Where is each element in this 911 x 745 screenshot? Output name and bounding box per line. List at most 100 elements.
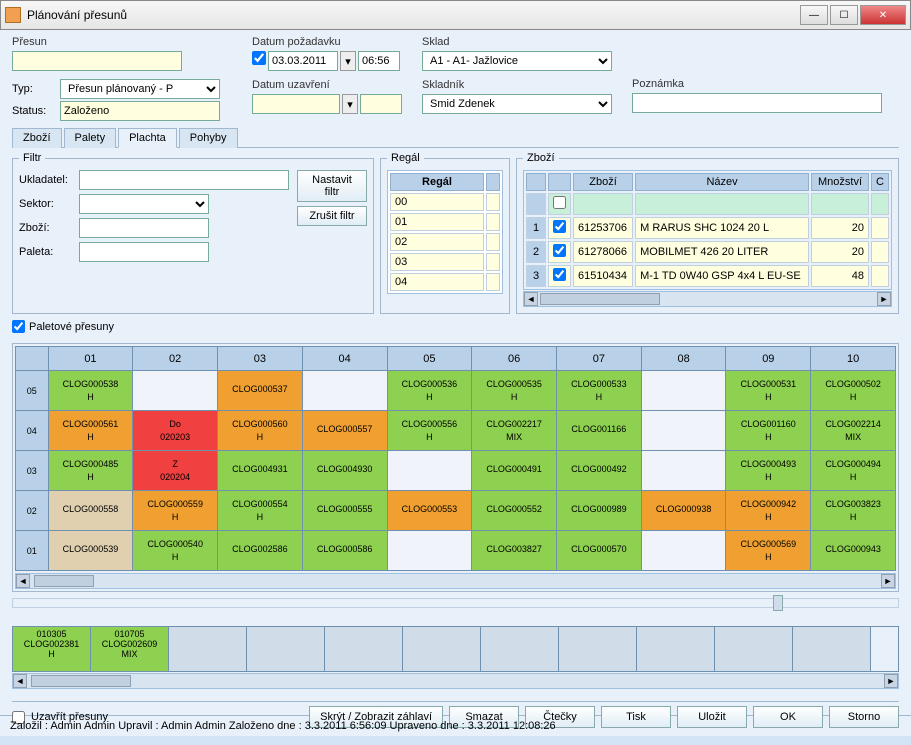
tab-zbozi[interactable]: Zboží	[12, 128, 62, 148]
storno-button[interactable]: Storno	[829, 706, 899, 728]
zbozi-row[interactable]: 161253706M RARUS SHC 1024 20 L20	[526, 217, 889, 239]
zbozi-hscroll[interactable]: ◄ ►	[523, 291, 892, 307]
grid-cell[interactable]: CLOG000557	[302, 411, 387, 451]
grid-cell[interactable]: CLOG000492	[556, 451, 641, 491]
tab-plachta[interactable]: Plachta	[118, 128, 177, 148]
grid-cell[interactable]: CLOG000561H	[48, 411, 133, 451]
grid-cell[interactable]	[133, 371, 218, 411]
grid-cell[interactable]: CLOG002217MIX	[472, 411, 557, 451]
scroll-thumb[interactable]	[34, 575, 94, 587]
regal-row[interactable]: 00	[390, 193, 484, 211]
grid-cell[interactable]	[387, 451, 472, 491]
strip-hscroll[interactable]: ◄ ►	[12, 673, 899, 689]
zbozi-col-zbozi[interactable]: Zboží	[573, 173, 633, 191]
slider-thumb[interactable]	[773, 595, 783, 611]
tab-palety[interactable]: Palety	[64, 128, 117, 148]
scroll-left-icon[interactable]: ◄	[13, 674, 27, 688]
zbozi-row[interactable]: 361510434M-1 TD 0W40 GSP 4x4 L EU-SE48	[526, 265, 889, 287]
grid-cell[interactable]: CLOG000559H	[133, 491, 218, 531]
grid-cell[interactable]: CLOG000540H	[133, 531, 218, 571]
strip-cell[interactable]: 010705CLOG002609MIX	[91, 627, 169, 671]
close-button[interactable]: ✕	[860, 5, 906, 25]
grid-cell[interactable]: CLOG000531H	[726, 371, 811, 411]
regal-row[interactable]: 03	[390, 253, 484, 271]
scroll-thumb[interactable]	[31, 675, 131, 687]
grid-cell[interactable]: CLOG000586	[302, 531, 387, 571]
grid-cell[interactable]	[387, 531, 472, 571]
datum-pozadavku-time[interactable]	[358, 51, 400, 71]
grid-cell[interactable]	[641, 371, 726, 411]
poznamka-input[interactable]	[632, 93, 882, 113]
grid-cell[interactable]: CLOG000535H	[472, 371, 557, 411]
ulozit-button[interactable]: Uložit	[677, 706, 747, 728]
scroll-thumb[interactable]	[540, 293, 660, 305]
zoom-slider[interactable]	[12, 598, 899, 608]
grid-cell[interactable]: CLOG000538H	[48, 371, 133, 411]
scroll-right-icon[interactable]: ►	[881, 574, 895, 588]
grid-cell[interactable]: CLOG000989	[556, 491, 641, 531]
ukladatel-input[interactable]	[79, 170, 289, 190]
maximize-button[interactable]: ☐	[830, 5, 858, 25]
grid-cell[interactable]: CLOG000493H	[726, 451, 811, 491]
grid-cell[interactable]: CLOG000552	[472, 491, 557, 531]
scroll-right-icon[interactable]: ►	[884, 674, 898, 688]
grid-cell[interactable]: CLOG001166	[556, 411, 641, 451]
grid-cell[interactable]: CLOG000570	[556, 531, 641, 571]
grid-cell[interactable]: CLOG000533H	[556, 371, 641, 411]
grid-cell[interactable]	[302, 371, 387, 411]
datum-pozadavku-check[interactable]	[252, 51, 266, 65]
zbozi-col-c[interactable]: C	[871, 173, 889, 191]
grid-cell[interactable]: CLOG000502H	[811, 371, 896, 411]
scroll-left-icon[interactable]: ◄	[524, 292, 538, 306]
grid-cell[interactable]: CLOG000536H	[387, 371, 472, 411]
grid-cell[interactable]: CLOG000943	[811, 531, 896, 571]
sektor-select[interactable]	[79, 194, 209, 214]
grid-cell[interactable]: CLOG000554H	[218, 491, 303, 531]
grid-cell[interactable]: CLOG003823H	[811, 491, 896, 531]
grid-cell[interactable]: CLOG001160H	[726, 411, 811, 451]
grid-cell[interactable]: CLOG000556H	[387, 411, 472, 451]
zbozi-col-nazev[interactable]: Název	[635, 173, 809, 191]
grid-cell[interactable]: CLOG000491	[472, 451, 557, 491]
grid-cell[interactable]: CLOG002586	[218, 531, 303, 571]
zbozi-col-mnozstvi[interactable]: Množství	[811, 173, 869, 191]
grid-cell[interactable]: Do020203	[133, 411, 218, 451]
grid-cell[interactable]	[641, 411, 726, 451]
datum-uzavreni-time[interactable]	[360, 94, 402, 114]
datum-pozadavku-date[interactable]	[268, 51, 338, 71]
paleta-input[interactable]	[79, 242, 209, 262]
grid-cell[interactable]: CLOG000494H	[811, 451, 896, 491]
tab-pohyby[interactable]: Pohyby	[179, 128, 238, 148]
sklad-select[interactable]: A1 - A1- Jažlovice	[422, 51, 612, 71]
grid-cell[interactable]: CLOG004931	[218, 451, 303, 491]
presun-input[interactable]	[12, 51, 182, 71]
grid-cell[interactable]: CLOG000558	[48, 491, 133, 531]
typ-select[interactable]: Přesun plánovaný - P	[60, 79, 220, 99]
tisk-button[interactable]: Tisk	[601, 706, 671, 728]
grid-cell[interactable]: CLOG003827	[472, 531, 557, 571]
minimize-button[interactable]: —	[800, 5, 828, 25]
grid-cell[interactable]: CLOG000485H	[48, 451, 133, 491]
skladnik-select[interactable]: Smid Zdenek	[422, 94, 612, 114]
grid-cell[interactable]	[641, 451, 726, 491]
grid-cell[interactable]: CLOG000938	[641, 491, 726, 531]
grid-cell[interactable]: CLOG000560H	[218, 411, 303, 451]
datum-pozadavku-dropdown[interactable]: ▾	[340, 51, 356, 71]
grid-cell[interactable]: CLOG000537	[218, 371, 303, 411]
scroll-right-icon[interactable]: ►	[877, 292, 891, 306]
ok-button[interactable]: OK	[753, 706, 823, 728]
grid-hscroll[interactable]: ◄ ►	[15, 573, 896, 589]
grid-cell[interactable]: Z020204	[133, 451, 218, 491]
grid-cell[interactable]: CLOG000555	[302, 491, 387, 531]
regal-row[interactable]: 01	[390, 213, 484, 231]
zrusit-filtr-button[interactable]: Zrušit filtr	[297, 206, 367, 226]
grid-cell[interactable]: CLOG000942H	[726, 491, 811, 531]
grid-cell[interactable]: CLOG000553	[387, 491, 472, 531]
status-input[interactable]	[60, 101, 220, 121]
nastavit-filtr-button[interactable]: Nastavit filtr	[297, 170, 367, 202]
scroll-left-icon[interactable]: ◄	[16, 574, 30, 588]
regal-row[interactable]: 04	[390, 273, 484, 291]
datum-uzavreni-date[interactable]	[252, 94, 340, 114]
strip-cell[interactable]: 010305CLOG002381H	[13, 627, 91, 671]
zbozi-filter-input[interactable]	[79, 218, 209, 238]
